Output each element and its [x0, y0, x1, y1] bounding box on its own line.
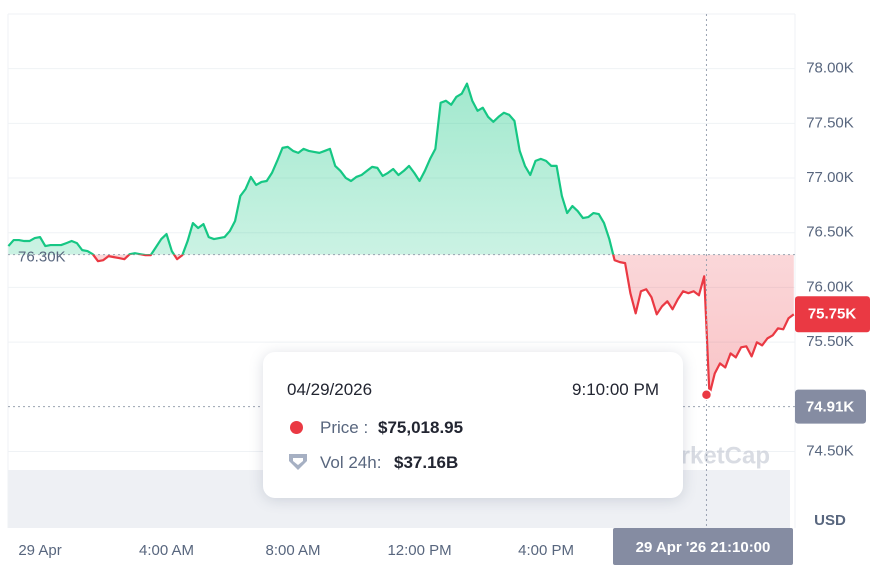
price-line-down [91, 254, 795, 396]
price-line-up [7, 82, 615, 255]
tooltip: 04/29/2026 9:10:00 PM Price : $75,018.95… [263, 352, 683, 498]
tooltip-dot [290, 421, 303, 434]
y-tick-label: 77.50K [806, 114, 854, 131]
y-unit: USD [814, 512, 846, 529]
baseline-label: 76.30K [18, 249, 66, 266]
y-tick-label: 75.50K [806, 333, 854, 350]
x-tick-label: 8:00 AM [266, 542, 321, 559]
tooltip-time: 9:10:00 PM [572, 380, 659, 399]
tooltip-volume-label: Vol 24h: [320, 453, 382, 472]
crosshair-time-label: 29 Apr '26 21:10:00 [636, 539, 771, 556]
tooltip-price: $75,018.95 [378, 418, 464, 437]
x-tick-label: 12:00 PM [387, 542, 451, 559]
tooltip-date: 04/29/2026 [287, 380, 373, 399]
area-up [8, 83, 614, 255]
crosshair-price-badge [795, 389, 866, 424]
y-tick-label: 76.00K [806, 278, 854, 295]
current-price-badge [795, 296, 870, 333]
area-down [8, 254, 794, 395]
y-tick-label: 74.50K [806, 442, 854, 459]
y-tick-label: 78.00K [806, 60, 854, 77]
x-tick-label: 29 Apr [18, 542, 61, 559]
current-price-label: 75.75K [808, 305, 857, 322]
volume-icon [289, 454, 307, 470]
crosshair-price-label: 74.91K [806, 399, 855, 416]
tooltip-volume: $37.16B [394, 453, 459, 472]
crosshair-time-badge [613, 528, 793, 565]
x-tick-label: 4:00 AM [139, 542, 194, 559]
y-tick-label: 77.00K [806, 169, 854, 186]
x-tick-label: 4:00 PM [518, 542, 574, 559]
highlight-point [700, 388, 713, 401]
tooltip-price-label: Price : [320, 418, 369, 437]
y-tick-label: 76.50K [806, 224, 854, 241]
